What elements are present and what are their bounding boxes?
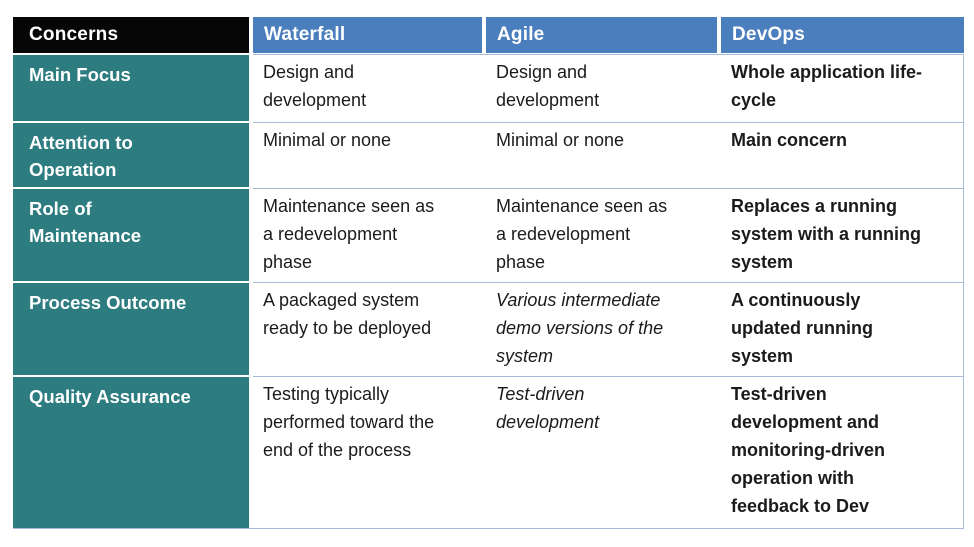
cell-attention-waterfall: Minimal or none bbox=[253, 123, 482, 187]
corner-header-concerns: Concerns bbox=[13, 17, 249, 53]
column-header-waterfall: Waterfall bbox=[253, 17, 482, 53]
cell-maintenance-waterfall: Maintenance seen as a redevelopment phas… bbox=[253, 189, 482, 281]
row-label-attention-to-operation: Attention to Operation bbox=[13, 123, 249, 187]
row-divider bbox=[253, 188, 964, 189]
row-divider bbox=[253, 282, 964, 283]
cell-main-focus-devops: Whole application life-cycle bbox=[721, 55, 964, 121]
column-header-devops: DevOps bbox=[721, 17, 964, 53]
row-divider bbox=[253, 54, 964, 55]
comparison-table: Concerns Waterfall Agile DevOps Main Foc… bbox=[13, 17, 964, 529]
cell-attention-devops: Main concern bbox=[721, 123, 964, 187]
row-divider bbox=[253, 376, 964, 377]
cell-outcome-agile: Various intermediate demo versions of th… bbox=[486, 283, 717, 375]
cell-qa-agile: Test-driven development bbox=[486, 377, 717, 528]
cell-maintenance-agile: Maintenance seen as a redevelopment phas… bbox=[486, 189, 717, 281]
cell-main-focus-waterfall: Design and development bbox=[253, 55, 482, 121]
row-label-main-focus: Main Focus bbox=[13, 55, 249, 121]
cell-main-focus-agile: Design and development bbox=[486, 55, 717, 121]
cell-attention-agile: Minimal or none bbox=[486, 123, 717, 187]
cell-outcome-waterfall: A packaged system ready to be deployed bbox=[253, 283, 482, 375]
table-right-border bbox=[963, 55, 964, 529]
cell-qa-devops: Test-driven development and monitoring-d… bbox=[721, 377, 964, 528]
table-bottom-border bbox=[13, 528, 964, 529]
cell-qa-waterfall: Testing typically performed toward the e… bbox=[253, 377, 482, 528]
row-divider bbox=[253, 122, 964, 123]
row-label-process-outcome: Process Outcome bbox=[13, 283, 249, 375]
cell-outcome-devops: A continuously updated running system bbox=[721, 283, 964, 375]
row-label-role-of-maintenance: Role of Maintenance bbox=[13, 189, 249, 281]
row-label-quality-assurance: Quality Assurance bbox=[13, 377, 249, 528]
column-header-agile: Agile bbox=[486, 17, 717, 53]
cell-maintenance-devops: Replaces a running system with a running… bbox=[721, 189, 964, 281]
